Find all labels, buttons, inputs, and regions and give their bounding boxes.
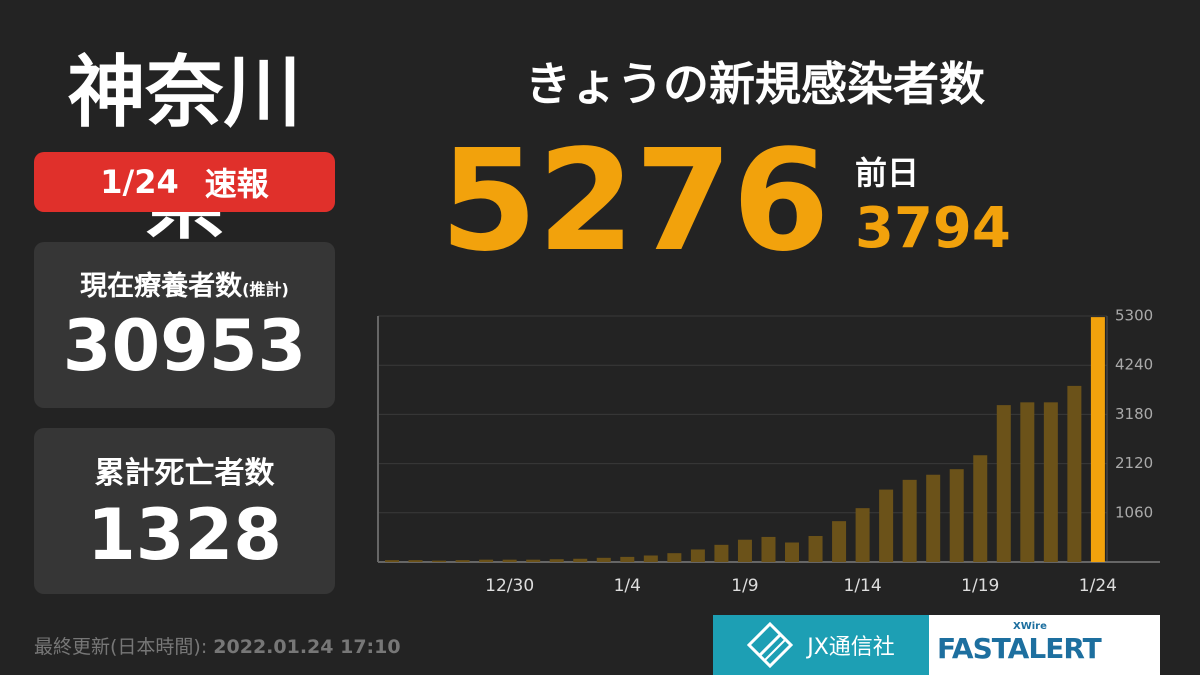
- bar: [949, 469, 964, 562]
- footer: 最終更新(日本時間): 2022.01.24 17:10: [34, 632, 401, 659]
- fastalert-text: FASTALERT: [937, 632, 1102, 665]
- y-tick-label: 4240: [1115, 356, 1153, 374]
- badge-date: 1/24: [100, 163, 179, 201]
- bar: [620, 556, 635, 562]
- y-tick-label: 3180: [1115, 405, 1153, 423]
- bar: [808, 536, 823, 562]
- bar: [996, 405, 1011, 562]
- previous-label: 前日: [855, 154, 920, 192]
- bar: [714, 544, 729, 562]
- bar: [737, 539, 752, 562]
- x-tick-label: 1/24: [1079, 576, 1117, 596]
- badge-label: 速報: [204, 165, 269, 203]
- recovering-panel: 現在療養者数(推計) 30953: [34, 242, 335, 408]
- today-count: 5276: [440, 120, 830, 283]
- jx-logo: JX通信社: [713, 615, 929, 675]
- recovering-note: (推計): [242, 280, 289, 299]
- bar: [385, 560, 399, 562]
- recovering-label: 現在療養者数: [80, 271, 243, 302]
- deaths-label: 累計死亡者数: [94, 456, 275, 491]
- bar: [1090, 317, 1105, 562]
- bar: [926, 474, 941, 562]
- jx-icon: [747, 622, 794, 668]
- bar: [432, 560, 447, 562]
- bar: [455, 560, 470, 562]
- bar: [879, 489, 894, 562]
- bar: [408, 560, 423, 562]
- recovering-value: 30953: [62, 305, 307, 387]
- footer-label: 最終更新(日本時間):: [34, 636, 208, 658]
- bar: [596, 557, 611, 562]
- x-tick-label: 12/30: [485, 576, 534, 596]
- bar: [761, 536, 776, 562]
- x-tick-label: 1/4: [614, 576, 641, 596]
- x-tick-label: 1/19: [961, 576, 999, 596]
- x-tick-label: 1/14: [844, 576, 882, 596]
- bar: [902, 479, 917, 562]
- bar: [832, 521, 847, 562]
- deaths-panel: 累計死亡者数 1328: [34, 428, 335, 594]
- bar: [1067, 385, 1082, 562]
- jx-text: JX通信社: [807, 635, 895, 660]
- fastalert-logo: XWire FASTALERT: [929, 615, 1160, 675]
- x-tick-label: 1/9: [731, 576, 758, 596]
- bar: [643, 555, 658, 562]
- y-tick-label: 5300: [1115, 307, 1153, 325]
- bar: [549, 559, 564, 562]
- xwire-text: XWire: [1013, 621, 1047, 632]
- bar: [526, 559, 541, 562]
- chart: 1060 2120 3180 4240 5300 12/30 1/4 1/9 1/14 1/19 1…: [377, 307, 1160, 596]
- bar: [785, 542, 800, 562]
- bar: [667, 553, 682, 562]
- deaths-value: 1328: [87, 494, 282, 576]
- y-tick-label: 2120: [1115, 454, 1153, 472]
- badge: 1/24 速報: [34, 152, 335, 212]
- previous-value: 3794: [855, 196, 1011, 261]
- bar: [690, 549, 705, 562]
- headline: きょうの新規感染者数: [525, 57, 985, 111]
- bar: [973, 455, 988, 562]
- footer-timestamp: 2022.01.24 17:10: [213, 636, 401, 658]
- y-tick-label: 1060: [1115, 503, 1153, 521]
- bar: [1020, 402, 1035, 562]
- bar: [1043, 402, 1058, 562]
- bar: [502, 559, 517, 562]
- bar: [855, 508, 870, 562]
- bar: [479, 559, 494, 562]
- bar: [573, 558, 588, 562]
